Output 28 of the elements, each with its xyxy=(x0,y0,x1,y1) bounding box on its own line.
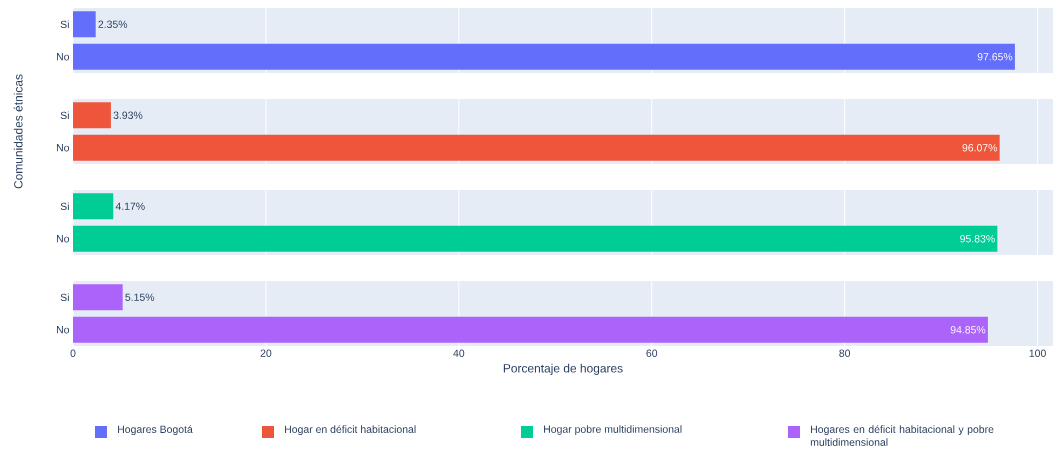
legend-label: Hogar en déficit habitacional xyxy=(285,425,416,436)
data-label: 96.07% xyxy=(962,144,998,152)
legend-label: Hogares en déficit habitacional y pobre multidimensional xyxy=(810,425,994,446)
x-tick-label: 60 xyxy=(646,349,658,357)
y-tick-label: No xyxy=(56,144,70,152)
y-tick-label: Si xyxy=(60,111,69,120)
data-label: 2.35% xyxy=(98,20,128,28)
data-label: 3.93% xyxy=(113,111,143,119)
x-tick-label: 40 xyxy=(453,349,465,357)
x-tick-label: 0 xyxy=(70,349,76,357)
data-label: 4.17% xyxy=(115,202,145,210)
data-label: 94.85% xyxy=(950,326,986,334)
y-tick-label: No xyxy=(56,235,70,243)
data-label: 97.65% xyxy=(977,53,1013,61)
y-tick-label: No xyxy=(56,53,70,61)
legend-label: Hogar pobre multidimensional xyxy=(544,425,682,435)
x-tick-label: 20 xyxy=(260,349,272,357)
y-tick-label: Si xyxy=(60,293,69,302)
x-tick-label: 80 xyxy=(839,349,851,357)
y-tick-label: Si xyxy=(60,20,69,29)
data-label: 5.15% xyxy=(125,293,155,301)
y-axis-title: Comunidades étnicas xyxy=(13,74,23,189)
y-tick-label: No xyxy=(56,326,70,334)
x-tick-label: 100 xyxy=(1029,349,1046,357)
legend-label: Hogares Bogotá xyxy=(118,425,193,436)
data-label: 95.83% xyxy=(960,235,995,243)
y-tick-label: Si xyxy=(60,202,69,211)
x-axis-title: Porcentaje de hogares xyxy=(503,363,623,375)
